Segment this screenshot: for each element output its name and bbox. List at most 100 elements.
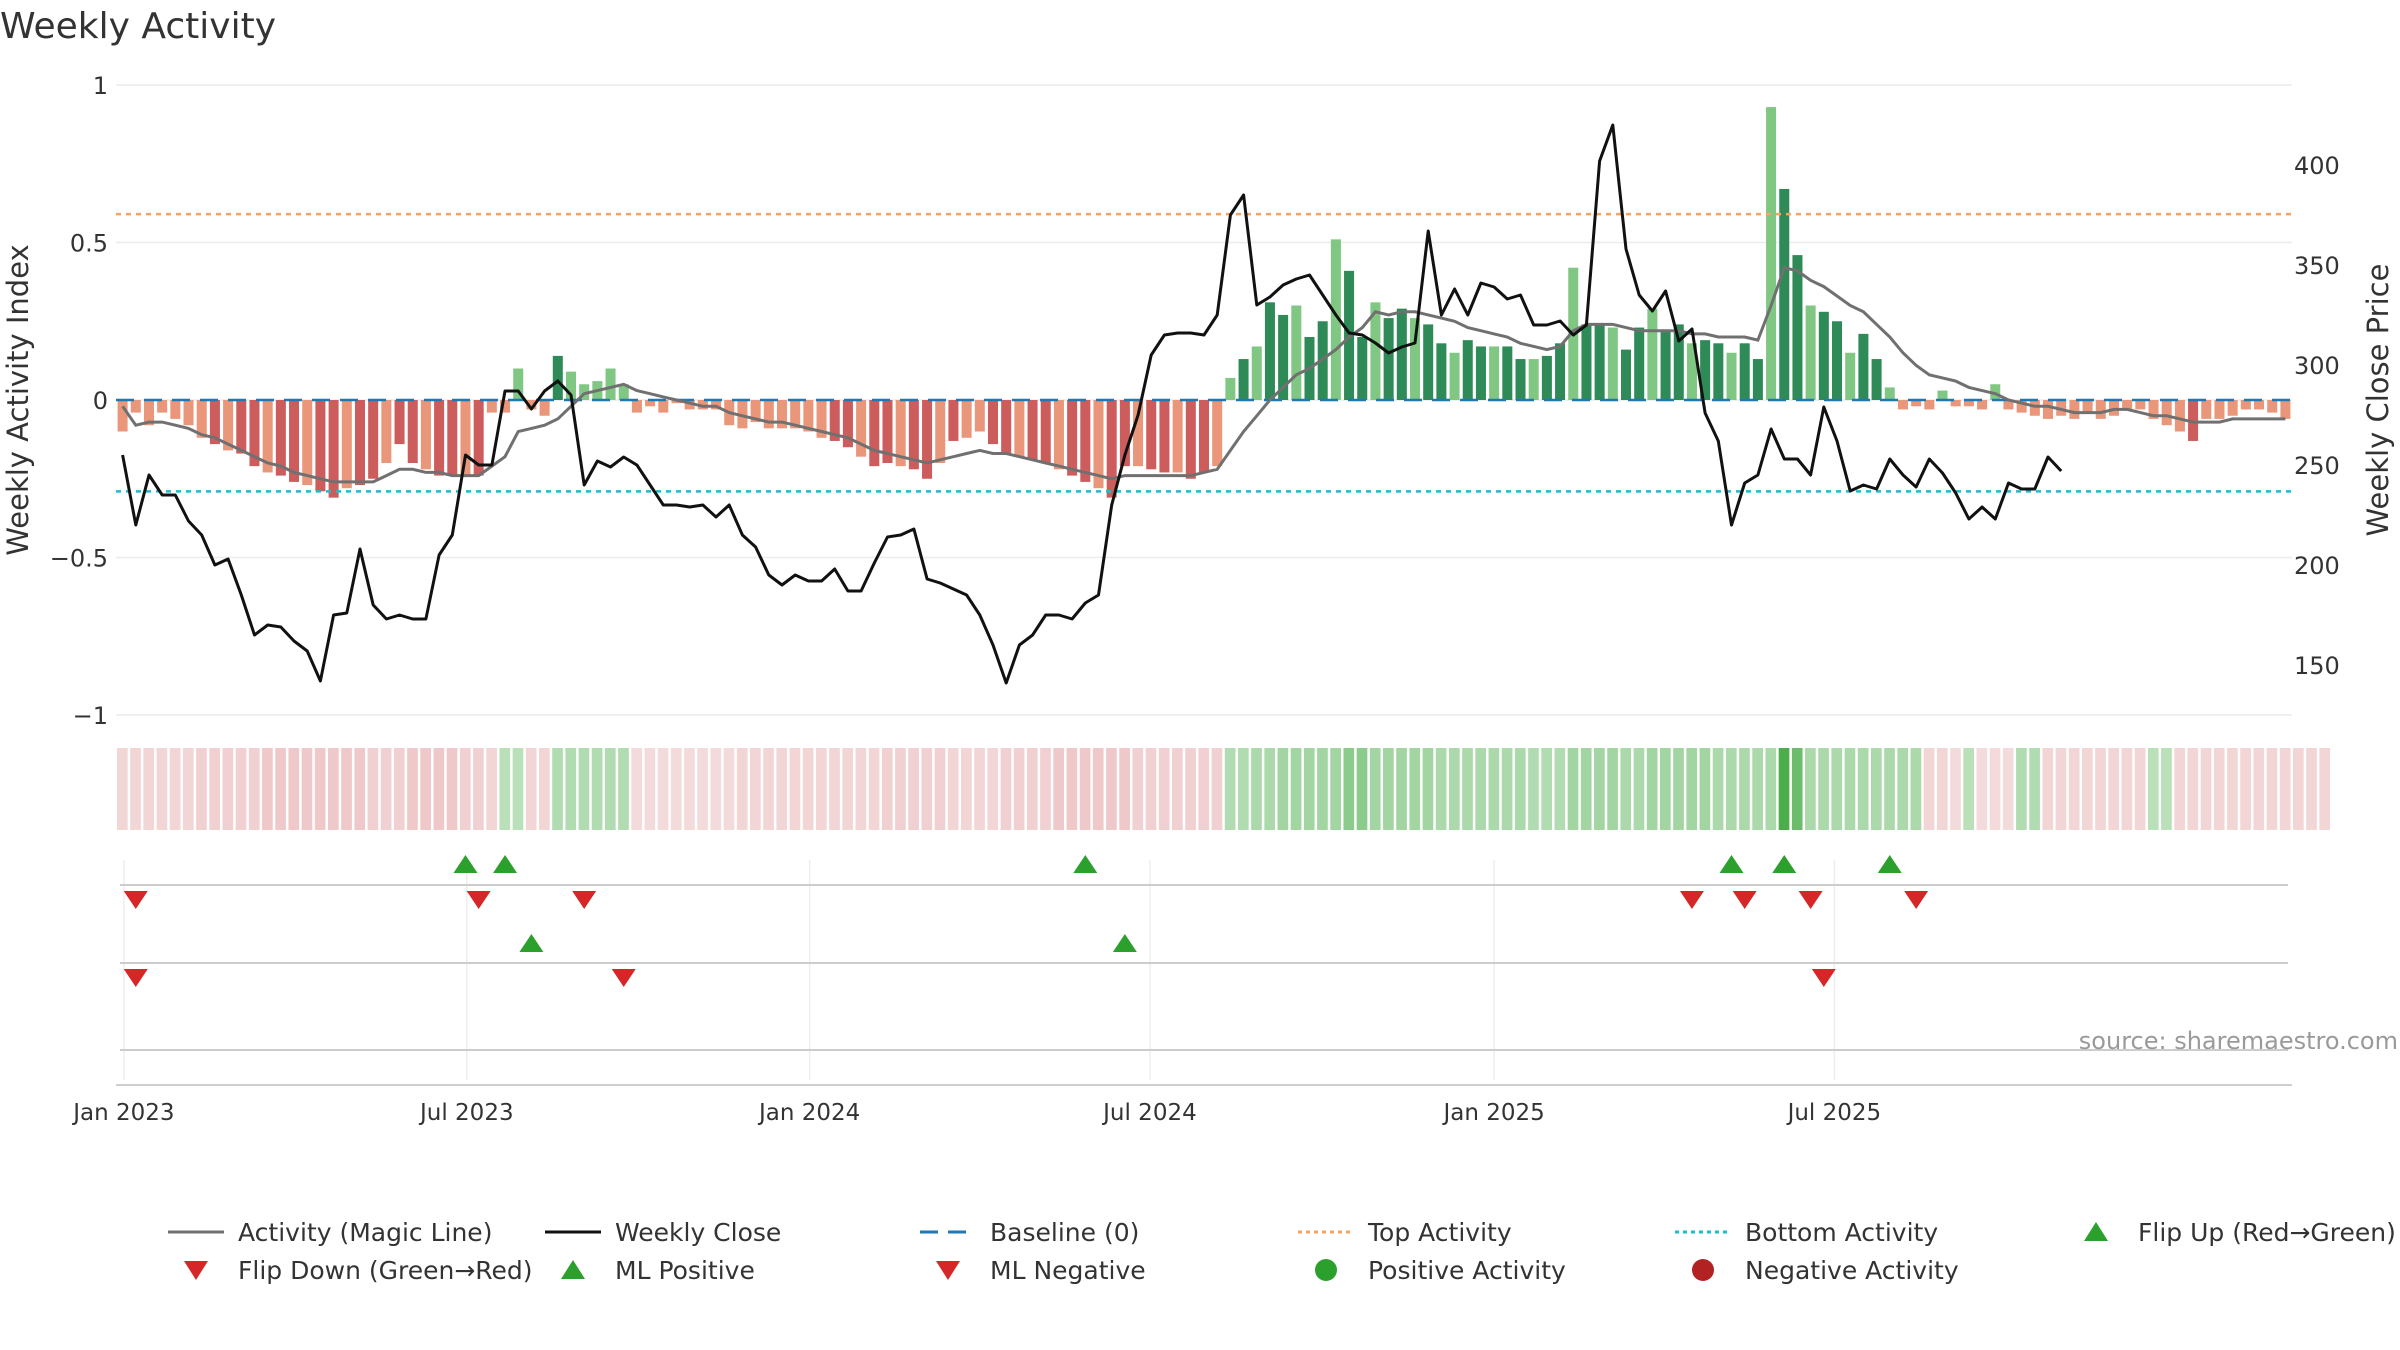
legend: Activity (Magic Line) Weekly Close Baselin… (168, 1218, 2396, 1285)
activity-bar (552, 355, 563, 400)
activity-bar (1621, 349, 1632, 400)
activity-bar (223, 400, 234, 451)
strip-cell (591, 748, 603, 830)
strip-cell (288, 748, 300, 830)
strip-cell (1013, 748, 1025, 830)
activity-bar (170, 400, 181, 419)
strip-cell (1488, 748, 1500, 830)
strip-cell (1237, 748, 1249, 830)
strip-cell (1884, 748, 1895, 830)
strip-cell (2095, 748, 2106, 830)
activity-bar (1198, 400, 1210, 473)
strip-cell (2108, 748, 2120, 830)
activity-bar (842, 400, 853, 448)
activity-bar (1686, 343, 1697, 400)
strip-cell (2200, 748, 2212, 830)
activity-bar (1436, 343, 1447, 400)
activity-bar (1027, 400, 1038, 460)
activity-bar (1330, 239, 1341, 400)
strip-cell (644, 748, 656, 830)
strip-cell (1092, 748, 1104, 830)
strip-cell (2134, 748, 2146, 830)
activity-bar (434, 400, 445, 476)
strip-cell (895, 748, 906, 830)
x-tick-label: Jan 2024 (757, 1100, 860, 1126)
strip-cell (1607, 748, 1618, 830)
y2-tick-label: 300 (2294, 352, 2340, 380)
activity-bar (1515, 359, 1526, 400)
activity-bar (697, 400, 708, 410)
strip-cell (1251, 748, 1262, 830)
strip-cell (842, 748, 854, 830)
strip-cell (1290, 748, 1302, 830)
activity-bar (711, 400, 722, 410)
strip-cell (631, 748, 643, 830)
activity-bar (1766, 107, 1777, 401)
strip-cell (1554, 748, 1566, 830)
activity-bar (1937, 390, 1948, 400)
activity-bar (948, 400, 959, 441)
activity-bar (1779, 188, 1790, 400)
y2-tick-label: 200 (2294, 552, 2340, 580)
legend-item: Bottom Activity (1675, 1218, 1938, 1247)
activity-bar (935, 400, 946, 463)
activity-bar (1832, 321, 1843, 400)
strip-cell (710, 748, 722, 830)
activity-bar (631, 400, 642, 413)
activity-bar (2135, 400, 2146, 410)
activity-bar (1871, 359, 1882, 400)
strip-cell (618, 748, 629, 830)
activity-bar (1357, 337, 1368, 400)
strip-cell (2147, 748, 2159, 830)
legend-item: Weekly Close (545, 1218, 781, 1247)
strip-cell (2002, 748, 2014, 830)
strip-cell (868, 748, 880, 830)
activity-bar (275, 400, 286, 476)
activity-bar (1792, 255, 1803, 400)
strip-cell (1158, 748, 1170, 830)
strip-cell (2187, 748, 2199, 830)
strip-cell (2055, 748, 2067, 830)
strip-cell (169, 748, 181, 830)
y-tick-label: 0 (93, 387, 108, 415)
strip-cell (1580, 748, 1592, 830)
activity-bar (1133, 400, 1144, 467)
x-tick-label: Jan 2023 (71, 1100, 174, 1126)
activity-bar (750, 400, 761, 423)
activity-bar (209, 400, 220, 445)
strip-cell (1501, 748, 1513, 830)
y-tick-label: −1 (73, 702, 108, 730)
legend-swatch (1315, 1259, 1337, 1281)
strip-cell (2174, 748, 2185, 830)
activity-bar (1489, 346, 1500, 400)
activity-bar (579, 384, 590, 400)
activity-bar (1845, 352, 1856, 400)
strip-cell (1317, 748, 1328, 830)
strip-cell (2227, 748, 2238, 830)
strip-cell (2253, 748, 2265, 830)
activity-bar (2280, 400, 2291, 419)
activity-bar (1924, 400, 1935, 410)
activity-bar (117, 400, 128, 432)
legend-label: ML Positive (615, 1256, 755, 1285)
activity-bar (1040, 400, 1051, 463)
flip-up-marker (453, 855, 478, 873)
strip-cell (486, 748, 497, 830)
strip-cell (1000, 748, 1012, 830)
activity-bar (539, 400, 550, 416)
strip-cell (446, 748, 458, 830)
legend-swatch (1692, 1259, 1714, 1281)
activity-bar (1739, 343, 1750, 400)
strip-cell (1356, 748, 1368, 830)
strip-cell (2121, 748, 2133, 830)
strip-cell (1106, 748, 1117, 830)
grid-layer (116, 84, 2292, 1086)
activity-bar (1449, 352, 1460, 400)
activity-bar (143, 400, 154, 426)
strip-cell (1514, 748, 1526, 830)
activity-bar (908, 400, 919, 470)
activity-bar (1238, 359, 1249, 400)
activity-bar (460, 400, 471, 476)
strip-cell (565, 748, 577, 830)
activity-bar (1963, 400, 1974, 407)
